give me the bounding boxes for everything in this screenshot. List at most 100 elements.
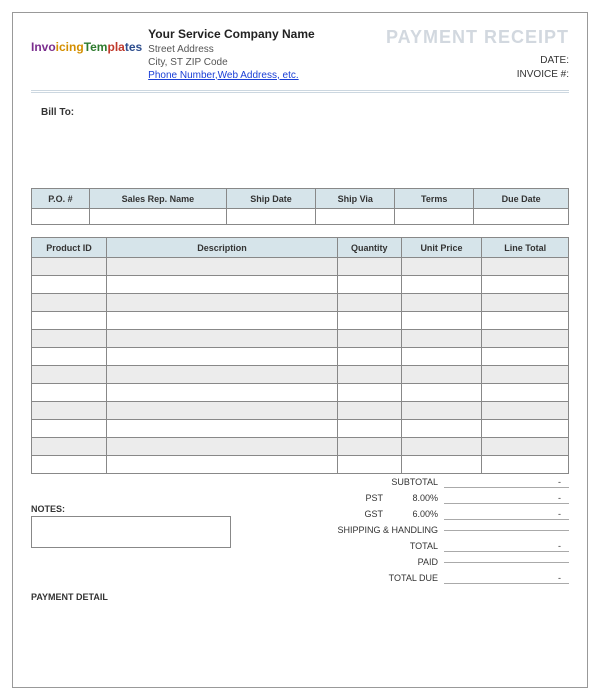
- item-cell[interactable]: [401, 384, 482, 402]
- item-cell[interactable]: [338, 384, 402, 402]
- col-due: Due Date: [474, 189, 569, 209]
- bill-to-label: Bill To:: [41, 107, 569, 118]
- item-cell[interactable]: [32, 366, 107, 384]
- city-line: City, ST ZIP Code: [148, 56, 315, 69]
- item-cell[interactable]: [401, 420, 482, 438]
- item-cell[interactable]: [338, 438, 402, 456]
- receipt-page: InvoicingTemplates Your Service Company …: [12, 12, 588, 688]
- item-cell[interactable]: [482, 402, 569, 420]
- order-row: [32, 209, 569, 225]
- item-cell[interactable]: [107, 438, 338, 456]
- shipping-value: [444, 530, 569, 531]
- item-row: [32, 312, 569, 330]
- item-cell[interactable]: [32, 402, 107, 420]
- item-cell[interactable]: [482, 438, 569, 456]
- street-address: Street Address: [148, 43, 315, 56]
- pst-label: PST: [289, 493, 389, 503]
- item-cell[interactable]: [338, 258, 402, 276]
- item-cell[interactable]: [401, 366, 482, 384]
- item-cell[interactable]: [32, 276, 107, 294]
- item-cell[interactable]: [338, 456, 402, 474]
- subtotal-label: SUBTOTAL: [289, 477, 444, 487]
- order-table: P.O. # Sales Rep. Name Ship Date Ship Vi…: [31, 188, 569, 225]
- divider: [31, 90, 569, 93]
- item-row: [32, 366, 569, 384]
- item-cell[interactable]: [338, 294, 402, 312]
- total-label: TOTAL: [289, 541, 444, 551]
- item-cell[interactable]: [482, 258, 569, 276]
- item-cell[interactable]: [401, 312, 482, 330]
- cell[interactable]: [316, 209, 395, 225]
- item-cell[interactable]: [32, 384, 107, 402]
- item-cell[interactable]: [401, 456, 482, 474]
- cell[interactable]: [32, 209, 90, 225]
- contact-link[interactable]: Phone Number,Web Address, etc.: [148, 70, 298, 81]
- item-cell[interactable]: [338, 348, 402, 366]
- item-cell[interactable]: [401, 348, 482, 366]
- item-cell[interactable]: [107, 420, 338, 438]
- item-cell[interactable]: [107, 294, 338, 312]
- item-cell[interactable]: [482, 330, 569, 348]
- header-left: InvoicingTemplates Your Service Company …: [31, 27, 315, 82]
- notes-box[interactable]: [31, 516, 231, 548]
- col-shipdate: Ship Date: [226, 189, 316, 209]
- item-cell[interactable]: [107, 348, 338, 366]
- item-cell[interactable]: [32, 312, 107, 330]
- item-cell[interactable]: [482, 294, 569, 312]
- item-cell[interactable]: [338, 330, 402, 348]
- item-cell[interactable]: [482, 366, 569, 384]
- cell[interactable]: [226, 209, 316, 225]
- item-cell[interactable]: [482, 312, 569, 330]
- item-cell[interactable]: [32, 258, 107, 276]
- item-cell[interactable]: [32, 456, 107, 474]
- item-cell[interactable]: [482, 384, 569, 402]
- col-description: Description: [107, 238, 338, 258]
- subtotal-value: -: [444, 477, 569, 488]
- item-cell[interactable]: [401, 258, 482, 276]
- item-cell[interactable]: [401, 402, 482, 420]
- item-cell[interactable]: [482, 456, 569, 474]
- item-cell[interactable]: [32, 420, 107, 438]
- item-row: [32, 420, 569, 438]
- due-value: -: [444, 573, 569, 584]
- item-cell[interactable]: [32, 330, 107, 348]
- item-cell[interactable]: [482, 348, 569, 366]
- item-cell[interactable]: [401, 330, 482, 348]
- item-cell[interactable]: [107, 258, 338, 276]
- item-cell[interactable]: [338, 366, 402, 384]
- item-cell[interactable]: [32, 294, 107, 312]
- notes-section: NOTES:: [31, 474, 289, 586]
- item-cell[interactable]: [482, 420, 569, 438]
- item-row: [32, 294, 569, 312]
- item-cell[interactable]: [107, 402, 338, 420]
- item-cell[interactable]: [107, 366, 338, 384]
- col-rep: Sales Rep. Name: [89, 189, 226, 209]
- item-cell[interactable]: [107, 384, 338, 402]
- item-cell[interactable]: [401, 294, 482, 312]
- item-row: [32, 438, 569, 456]
- cell[interactable]: [89, 209, 226, 225]
- item-cell[interactable]: [401, 438, 482, 456]
- cell[interactable]: [395, 209, 474, 225]
- date-label: DATE:: [386, 54, 569, 68]
- item-cell[interactable]: [338, 402, 402, 420]
- item-cell[interactable]: [338, 276, 402, 294]
- notes-label: NOTES:: [31, 504, 289, 514]
- item-cell[interactable]: [107, 330, 338, 348]
- gst-label: GST: [289, 509, 389, 519]
- item-cell[interactable]: [338, 312, 402, 330]
- item-cell[interactable]: [32, 438, 107, 456]
- item-row: [32, 330, 569, 348]
- item-cell[interactable]: [482, 276, 569, 294]
- item-cell[interactable]: [401, 276, 482, 294]
- header-right: PAYMENT RECEIPT DATE: INVOICE #:: [386, 27, 569, 82]
- item-cell[interactable]: [107, 276, 338, 294]
- item-cell[interactable]: [32, 348, 107, 366]
- item-row: [32, 456, 569, 474]
- item-cell[interactable]: [338, 420, 402, 438]
- document-title: PAYMENT RECEIPT: [386, 27, 569, 48]
- totals: SUBTOTAL - PST 8.00% - GST 6.00% - SHIPP…: [289, 474, 569, 586]
- item-cell[interactable]: [107, 456, 338, 474]
- cell[interactable]: [474, 209, 569, 225]
- item-cell[interactable]: [107, 312, 338, 330]
